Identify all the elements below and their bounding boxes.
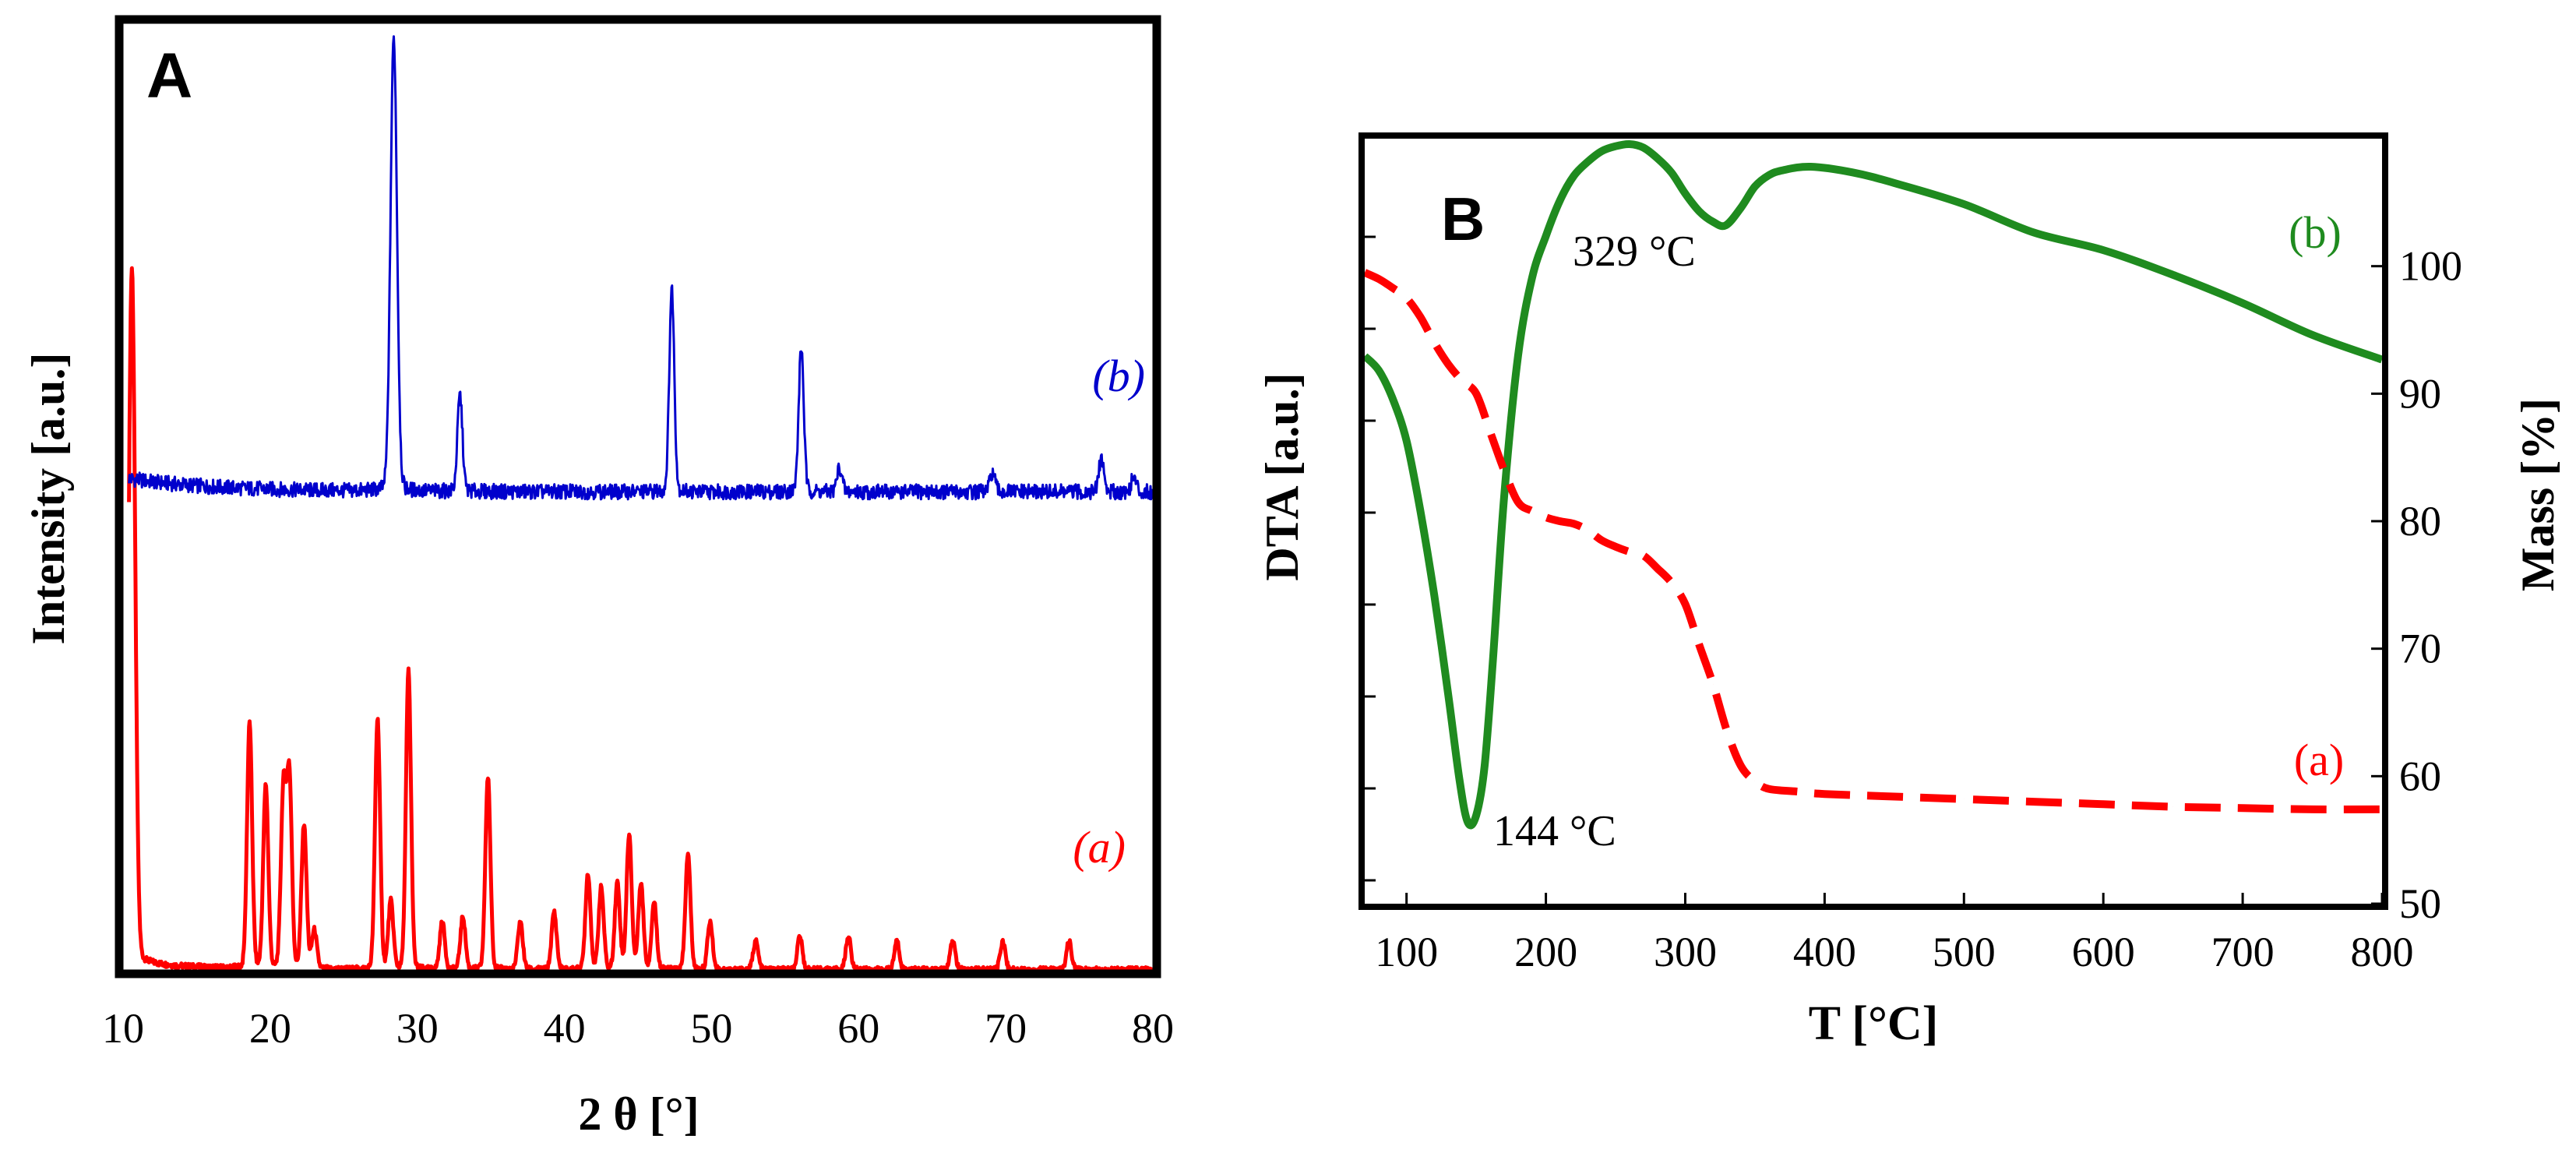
panel-b-x-tick: 600: [2072, 929, 2135, 975]
panel-a-x-tick: 70: [985, 1005, 1027, 1052]
panel-a-x-tick: 30: [396, 1005, 439, 1052]
annotation-329: 329 °C: [1573, 227, 1696, 276]
panel-b-x-tick: 300: [1654, 929, 1717, 975]
panel-b-right-tick: 100: [2399, 243, 2462, 290]
panel-a-x-tick: 80: [1132, 1005, 1174, 1052]
panel-a-frame: [115, 15, 1161, 978]
mass-series: [1363, 269, 2383, 814]
panel-b-frame: [1358, 132, 2388, 910]
panel-a-label: A: [146, 41, 192, 111]
series-a-label: (a): [1073, 822, 1126, 873]
xrd-series-a: [127, 266, 1154, 975]
series-line: [1363, 269, 2383, 814]
panel-b-x-tick: 700: [2211, 929, 2275, 975]
panel-a-x-tick: 50: [690, 1005, 732, 1052]
panel-b-x-tick: 500: [1933, 929, 1996, 975]
dta-series-label: (b): [2289, 207, 2342, 258]
dta-series: [1362, 139, 2384, 830]
panel-b-right-tick: 60: [2399, 753, 2441, 799]
series-b-label: (b): [1092, 351, 1145, 401]
panel-b-right-tick: 90: [2399, 370, 2441, 417]
panel-a-y-axis-label: Intensity [a.u.]: [23, 352, 74, 644]
panel-b-x-tick: 200: [1514, 929, 1577, 975]
panel-a-x-tick: 10: [102, 1005, 144, 1052]
panel-b-x-axis-label: T [°C]: [1809, 997, 1939, 1050]
xrd-series-b: [128, 35, 1154, 501]
panel-b-right-tick: 80: [2399, 498, 2441, 545]
series-line: [1362, 139, 2384, 830]
panel-b-right-tick: 50: [2399, 880, 2441, 927]
panel-a-x-tick: 40: [544, 1005, 586, 1052]
panel-b-label: B: [1441, 185, 1485, 253]
panel-b-left-axis-label: DTA [a.u.]: [1256, 372, 1308, 580]
panel-a-xrd-chart: A 10 20 30 40 50 60 70 80 2 θ [°] Intensity [a.…: [23, 15, 1174, 1140]
xrd-trace: [127, 266, 1154, 975]
panel-b-right-axis-label: Mass [%]: [2512, 398, 2564, 591]
xrd-trace: [128, 35, 1154, 501]
panel-b-thermal-chart: 50 60 70 80 90 100 100 200 300 400 500 600 700 800 B…: [1256, 132, 2564, 1050]
panel-b-x-tick: 400: [1793, 929, 1856, 975]
panel-a-x-tick: 20: [249, 1005, 291, 1052]
panel-a-x-axis-label: 2 θ [°]: [578, 1088, 699, 1140]
mass-series-label: (a): [2294, 735, 2344, 785]
panel-b-x-tick: 800: [2351, 929, 2414, 975]
annotation-144: 144 °C: [1493, 807, 1616, 855]
panel-b-right-tick: 70: [2399, 626, 2441, 672]
panel-a-x-tick: 60: [837, 1005, 879, 1052]
panel-b-x-tick: 100: [1375, 929, 1438, 975]
